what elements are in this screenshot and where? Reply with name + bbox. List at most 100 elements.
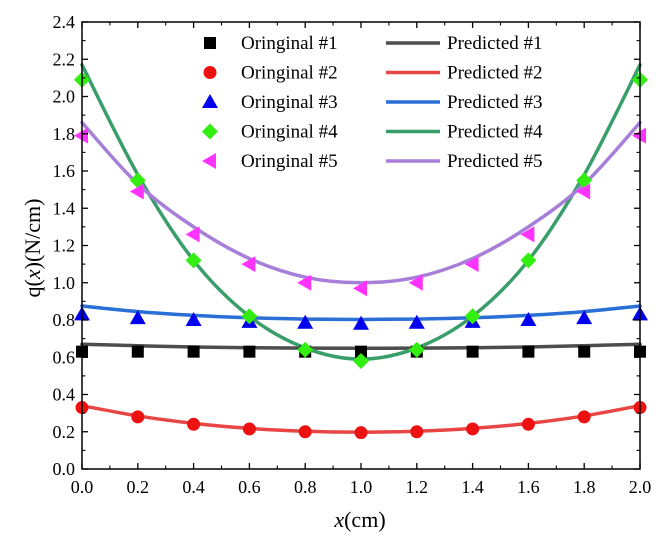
x-tick-label: 2.0 bbox=[629, 477, 652, 497]
y-tick-label: 0.6 bbox=[53, 347, 76, 367]
x-axis-title-unit: (cm) bbox=[344, 507, 386, 532]
data-point bbox=[464, 308, 481, 325]
legend-marker bbox=[202, 123, 218, 140]
y-axis-title-var: x bbox=[20, 269, 45, 280]
series-line-5 bbox=[80, 120, 642, 285]
y-axis-title: q(x)(N/cm) bbox=[20, 199, 45, 298]
data-point bbox=[466, 345, 479, 358]
data-point bbox=[185, 312, 202, 326]
legend-marker bbox=[203, 66, 217, 79]
legend-item-original-3: Oringinal #3 bbox=[202, 92, 338, 113]
data-point bbox=[187, 417, 201, 431]
data-point bbox=[354, 426, 368, 440]
x-tick-label: 1.8 bbox=[573, 477, 596, 497]
legend-marker bbox=[202, 94, 218, 108]
data-point bbox=[577, 410, 591, 424]
legend-label: Oringinal #5 bbox=[241, 151, 338, 172]
legend-item-original-2: Oringinal #2 bbox=[203, 63, 338, 84]
data-point bbox=[129, 172, 146, 189]
y-tick-label: 0.8 bbox=[53, 310, 76, 330]
data-point bbox=[297, 274, 312, 291]
legend-item-predicted-4: Predicted #4 bbox=[386, 122, 543, 143]
y-tick-label: 0.4 bbox=[53, 385, 76, 405]
x-tick-label: 1.6 bbox=[517, 477, 540, 497]
legend-label: Predicted #2 bbox=[447, 63, 543, 84]
data-point bbox=[74, 127, 88, 144]
data-point bbox=[576, 172, 593, 189]
legend-label: Predicted #3 bbox=[447, 92, 543, 113]
legend-item-predicted-2: Predicted #2 bbox=[386, 63, 543, 84]
data-point bbox=[520, 312, 537, 326]
y-tick-label: 1.8 bbox=[53, 124, 76, 144]
data-point bbox=[298, 425, 312, 439]
tick-layer: 0.0 0.2 0.4 0.6 0.8 1.0 1.2 1.4 1.6 1.8 2.0 0.0 0.2 0… bbox=[53, 12, 652, 497]
x-tick-label: 0.8 bbox=[294, 477, 317, 497]
data-point bbox=[353, 280, 367, 297]
data-point bbox=[464, 256, 479, 273]
y-tick-label: 2.4 bbox=[53, 12, 76, 32]
y-tick-label: 0.2 bbox=[53, 422, 76, 442]
y-tick-label: 0.0 bbox=[53, 459, 76, 479]
marker-series-layer bbox=[74, 71, 648, 440]
x-tick-label: 1.0 bbox=[350, 477, 373, 497]
data-point bbox=[522, 345, 535, 358]
legend-item-predicted-3: Predicted #3 bbox=[386, 92, 543, 113]
x-tick-label: 1.4 bbox=[461, 477, 484, 497]
legend-label: Oringinal #2 bbox=[241, 63, 338, 84]
data-point bbox=[576, 183, 591, 200]
data-point bbox=[520, 226, 535, 243]
data-point bbox=[185, 252, 202, 269]
x-tick-label: 0.4 bbox=[182, 477, 205, 497]
data-point bbox=[410, 425, 424, 439]
y-tick-label: 1.0 bbox=[53, 273, 76, 293]
data-point bbox=[297, 314, 314, 329]
data-point bbox=[576, 310, 593, 325]
marker-series-1 bbox=[76, 345, 646, 358]
legend-item-predicted-5: Predicted #5 bbox=[386, 151, 543, 172]
x-axis-title: x(cm) bbox=[333, 507, 385, 532]
data-point bbox=[129, 183, 144, 200]
legend-label: Oringinal #3 bbox=[241, 92, 338, 113]
data-point bbox=[241, 308, 258, 325]
y-tick-label: 2.2 bbox=[53, 49, 76, 69]
data-point bbox=[521, 417, 535, 431]
x-axis-title-var: x bbox=[333, 507, 344, 532]
legend-marker bbox=[202, 153, 216, 169]
data-point bbox=[578, 345, 591, 358]
data-point bbox=[353, 352, 369, 369]
data-point bbox=[243, 345, 256, 358]
y-axis-title-unit: )(N/cm) bbox=[20, 199, 45, 270]
data-point bbox=[408, 314, 425, 329]
data-point bbox=[131, 410, 145, 424]
y-axis-title-prefix: q( bbox=[20, 279, 45, 297]
legend-item-predicted-1: Predicted #1 bbox=[386, 33, 543, 54]
legend-label: Predicted #5 bbox=[447, 151, 543, 172]
data-point bbox=[632, 127, 646, 144]
data-point bbox=[187, 345, 200, 358]
data-point bbox=[355, 345, 367, 358]
legend-label: Predicted #4 bbox=[447, 122, 543, 143]
legend-item-original-5: Oringinal #5 bbox=[202, 151, 338, 172]
data-point bbox=[131, 345, 144, 358]
data-point bbox=[185, 226, 200, 243]
y-tick-label: 2.0 bbox=[53, 87, 76, 107]
y-tick-label: 1.6 bbox=[53, 161, 76, 181]
data-point bbox=[408, 341, 425, 358]
legend-item-original-4: Oringinal #4 bbox=[202, 122, 338, 143]
legend-marker bbox=[204, 37, 216, 49]
legend: Oringinal #1 Oringinal #2 Oringinal #3 Orin… bbox=[202, 33, 543, 172]
marker-series-2 bbox=[75, 401, 647, 440]
legend-label: Predicted #1 bbox=[447, 33, 543, 54]
data-point bbox=[241, 256, 256, 273]
y-tick-label: 1.2 bbox=[53, 236, 76, 256]
x-tick-label: 0.0 bbox=[71, 477, 94, 497]
marker-series-5 bbox=[74, 127, 646, 297]
y-tick-label: 1.4 bbox=[53, 198, 76, 218]
data-point bbox=[520, 252, 537, 269]
legend-label: Oringinal #1 bbox=[241, 33, 338, 54]
data-point bbox=[297, 341, 314, 358]
data-point bbox=[242, 422, 256, 436]
